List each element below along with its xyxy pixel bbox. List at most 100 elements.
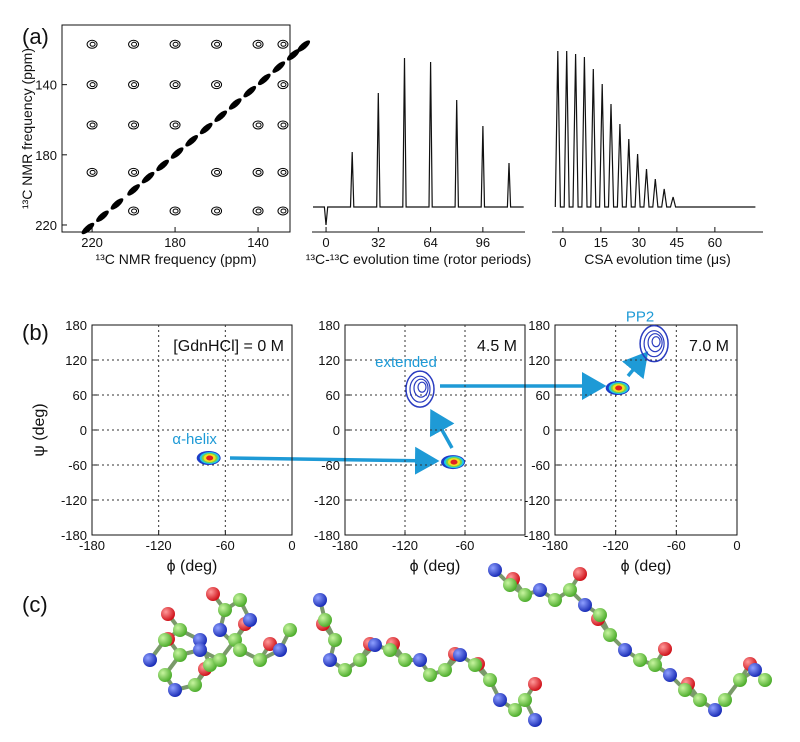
x-tick-label: 96 [476, 235, 490, 250]
hotspot-level [206, 455, 214, 461]
cross-peak [277, 206, 289, 216]
x-tick-label: 0 [559, 235, 566, 250]
chart: -180 -120 -60 -180 -120 -60 0 60 120 180 ϕ (deg) 4.… [314, 318, 526, 575]
cross-peak-contour [89, 122, 96, 128]
atom-carbon [353, 653, 367, 667]
panel-label: (c) [22, 592, 48, 617]
atom-carbon [648, 658, 662, 672]
atom-nitrogen [453, 648, 467, 662]
atom-nitrogen [273, 643, 287, 657]
diagonal-peak [199, 122, 213, 135]
x-tick-label: 45 [670, 235, 684, 250]
atom-carbon [158, 668, 172, 682]
y-tick-label: 120 [65, 353, 87, 368]
cross-peak [277, 167, 289, 177]
x-tick-label: -60 [216, 538, 235, 553]
x-tick-label: 0 [322, 235, 329, 250]
cross-peak [86, 167, 98, 177]
cross-peak-contour [214, 208, 221, 214]
cross-peak [211, 39, 223, 49]
y-tick-label: 0 [333, 423, 340, 438]
atom-carbon [468, 658, 482, 672]
cross-peak [277, 39, 289, 49]
y-tick-label: -180 [61, 528, 87, 543]
atom-carbon [518, 693, 532, 707]
cross-peak-contour [89, 169, 96, 175]
x-tick-label: 60 [708, 235, 722, 250]
y-tick-label: 0 [80, 423, 87, 438]
diagonal-peak [81, 222, 95, 235]
atom-carbon [283, 623, 297, 637]
x-tick-label: -180 [79, 538, 105, 553]
y-tick-label: 180 [528, 318, 550, 333]
diagonal-peak [228, 98, 242, 110]
hotspot-level [647, 333, 663, 353]
atom-carbon [733, 673, 747, 687]
y-tick-label: 140 [35, 78, 57, 93]
x-tick-label: -120 [146, 538, 172, 553]
point-label: PP2 [626, 309, 654, 326]
atom-carbon [213, 653, 227, 667]
atom-carbon [328, 633, 342, 647]
atom-carbon [233, 593, 247, 607]
cross-peak-contour [131, 122, 138, 128]
x-tick-label: 30 [632, 235, 646, 250]
diagonal-peak [185, 135, 199, 147]
cross-peak [252, 120, 264, 130]
atom-carbon [173, 623, 187, 637]
cross-peak-contour [214, 82, 221, 88]
cross-peak-contour [172, 41, 179, 47]
x-axis-label: ¹³C NMR frequency (ppm) [95, 251, 256, 267]
hotspot-level [409, 375, 431, 403]
cross-peak [86, 39, 98, 49]
diagonal-peak [141, 171, 155, 184]
panel-label: (a) [22, 24, 49, 49]
annotation: 4.5 M [477, 338, 517, 355]
diagonal-peak [110, 198, 124, 210]
atom-oxygen [658, 642, 672, 656]
atom-nitrogen [748, 663, 762, 677]
y-tick-label: -180 [524, 528, 550, 543]
atom-carbon [423, 668, 437, 682]
x-tick-label: 64 [423, 235, 437, 250]
atom-nitrogen [168, 683, 182, 697]
atom-carbon [678, 683, 692, 697]
cross-peak [277, 80, 289, 90]
atom-nitrogen [413, 653, 427, 667]
atom-carbon [253, 653, 267, 667]
cross-peak [252, 167, 264, 177]
y-tick-label: 120 [318, 353, 340, 368]
cross-peak-contour [280, 82, 287, 88]
hotspot-level [417, 381, 427, 393]
spectrum-line [313, 57, 524, 226]
y-tick-label: 180 [318, 318, 340, 333]
atom-carbon [758, 673, 772, 687]
cross-peak-contour [131, 208, 138, 214]
y-tick-label: 60 [326, 388, 340, 403]
cross-peak-contour [255, 208, 262, 214]
cross-peak-contour [172, 208, 179, 214]
atom-carbon [158, 633, 172, 647]
y-tick-label: 0 [543, 423, 550, 438]
cross-peak [277, 120, 289, 130]
atom-carbon [518, 588, 532, 602]
plot-frame [61, 24, 291, 233]
cross-peak [211, 167, 223, 177]
atom-nitrogen [708, 703, 722, 717]
cross-peak [211, 206, 223, 216]
y-tick-label: 120 [528, 353, 550, 368]
atom-nitrogen [323, 653, 337, 667]
diagonal-peak [214, 110, 228, 122]
y-tick-label: 60 [536, 388, 550, 403]
cross-peak [169, 206, 181, 216]
hotspot-level [450, 459, 458, 465]
y-tick-label: 60 [73, 388, 87, 403]
diagonal-peak [243, 85, 257, 98]
x-tick-label: 140 [247, 235, 269, 250]
atom-nitrogen [618, 643, 632, 657]
x-tick-label: -60 [456, 538, 475, 553]
x-tick-label: -180 [332, 538, 358, 553]
y-tick-label: -60 [68, 458, 87, 473]
atom-nitrogen [663, 668, 677, 682]
